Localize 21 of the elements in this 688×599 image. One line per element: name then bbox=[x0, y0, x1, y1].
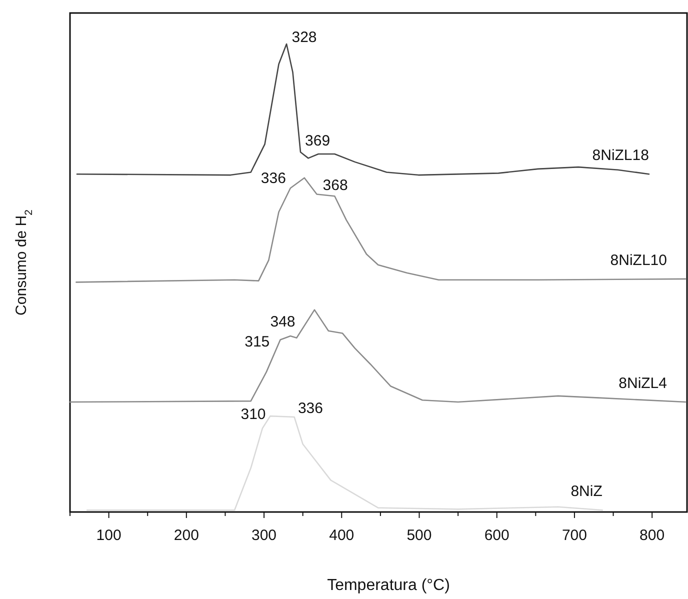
annotation: 328 bbox=[292, 28, 317, 46]
x-tick-label: 600 bbox=[484, 527, 510, 544]
series-label: 8NiZL18 bbox=[592, 147, 649, 164]
series-label: 8NiZ bbox=[570, 483, 602, 500]
x-tick-label: 700 bbox=[562, 527, 587, 544]
series-label: 8NiZL4 bbox=[618, 375, 667, 392]
x-tick-label: 400 bbox=[329, 527, 354, 544]
annotation: 348 bbox=[270, 313, 296, 330]
x-tick-label: 200 bbox=[174, 527, 199, 544]
annotation: 336 bbox=[298, 400, 323, 417]
series-label: 8NiZL10 bbox=[610, 252, 667, 269]
x-tick-label: 500 bbox=[406, 527, 432, 544]
x-tick-label: 100 bbox=[96, 527, 122, 544]
annotation: 310 bbox=[240, 406, 266, 424]
x-tick-label: 300 bbox=[252, 527, 277, 544]
annotation: 369 bbox=[305, 132, 330, 150]
annotation: 315 bbox=[244, 334, 270, 351]
x-axis-title: Temperatura (°C) bbox=[327, 577, 450, 594]
x-tick-label: 800 bbox=[640, 527, 665, 544]
annotation: 368 bbox=[322, 177, 348, 194]
annotation: 336 bbox=[260, 170, 286, 188]
